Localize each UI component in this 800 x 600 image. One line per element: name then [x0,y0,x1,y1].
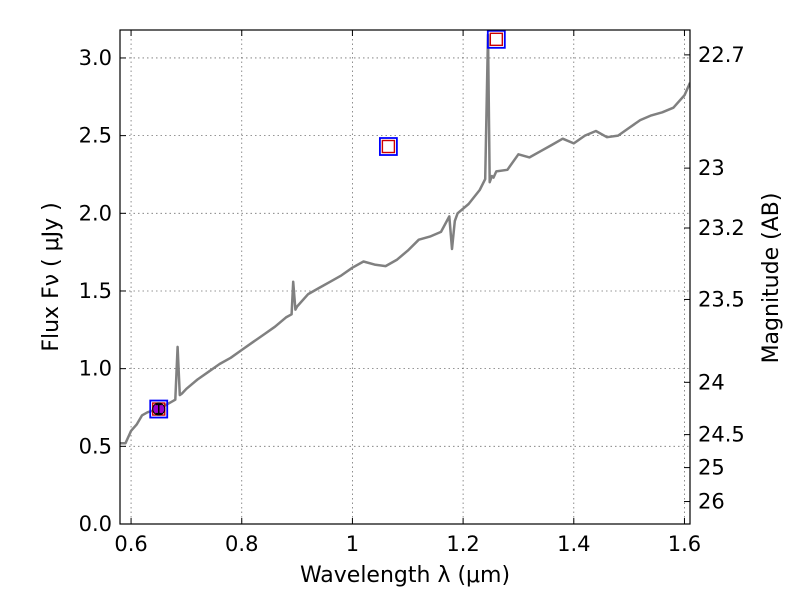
x-tick-label: 0.6 [114,532,147,556]
y-tick-label: 1.0 [79,357,112,381]
photometry-square-outer [486,29,506,49]
y-tick-label: 3.0 [79,46,112,70]
photometry-square-outer [378,137,398,156]
photometry-square-inner [381,139,396,154]
y2-tick-label: 23.2 [698,216,745,240]
x-tick-label: 1.4 [557,532,590,556]
y-tick-label: 2.5 [79,124,112,148]
spectrum-layer [120,33,690,445]
y2-tick-label: 24.5 [698,423,745,447]
y-tick-label: 0.5 [79,434,112,458]
y2-tick-label: 22.7 [698,43,745,67]
grid-lines [120,30,690,525]
y-tick-label: 0.0 [79,512,112,536]
plot-frame [119,29,691,525]
x-tick-label: 1.2 [446,532,479,556]
y2-axis-label: Magnitude (AB) [759,193,784,364]
photometry-square-inner [489,32,504,47]
x-tick-label: 1 [346,532,359,556]
y-tick-label: 2.0 [79,201,112,225]
spectrum-line [120,33,690,445]
photometry-square-outer [149,399,169,419]
photometry-layer [149,29,506,419]
y2-tick-label: 23.5 [698,287,745,311]
x-tick-label: 1.6 [668,532,701,556]
x-tick-label: 0.8 [225,532,258,556]
y2-tick-label: 24 [698,370,725,394]
axis-ticks [120,30,690,525]
y-tick-label: 1.5 [79,279,112,303]
y2-tick-label: 25 [698,456,725,480]
y-axis-label: Flux Fν ( μJy ) [39,202,64,351]
y2-tick-label: 23 [698,156,725,180]
tick-labels: 0.6 0.8 1 1.2 1.4 1.6 0.0 0.5 1.0 1.5 2.0 2.5 3.0 22.… [79,43,745,556]
x-axis-label: Wavelength λ (μm) [300,563,510,588]
y2-tick-label: 26 [698,490,725,514]
